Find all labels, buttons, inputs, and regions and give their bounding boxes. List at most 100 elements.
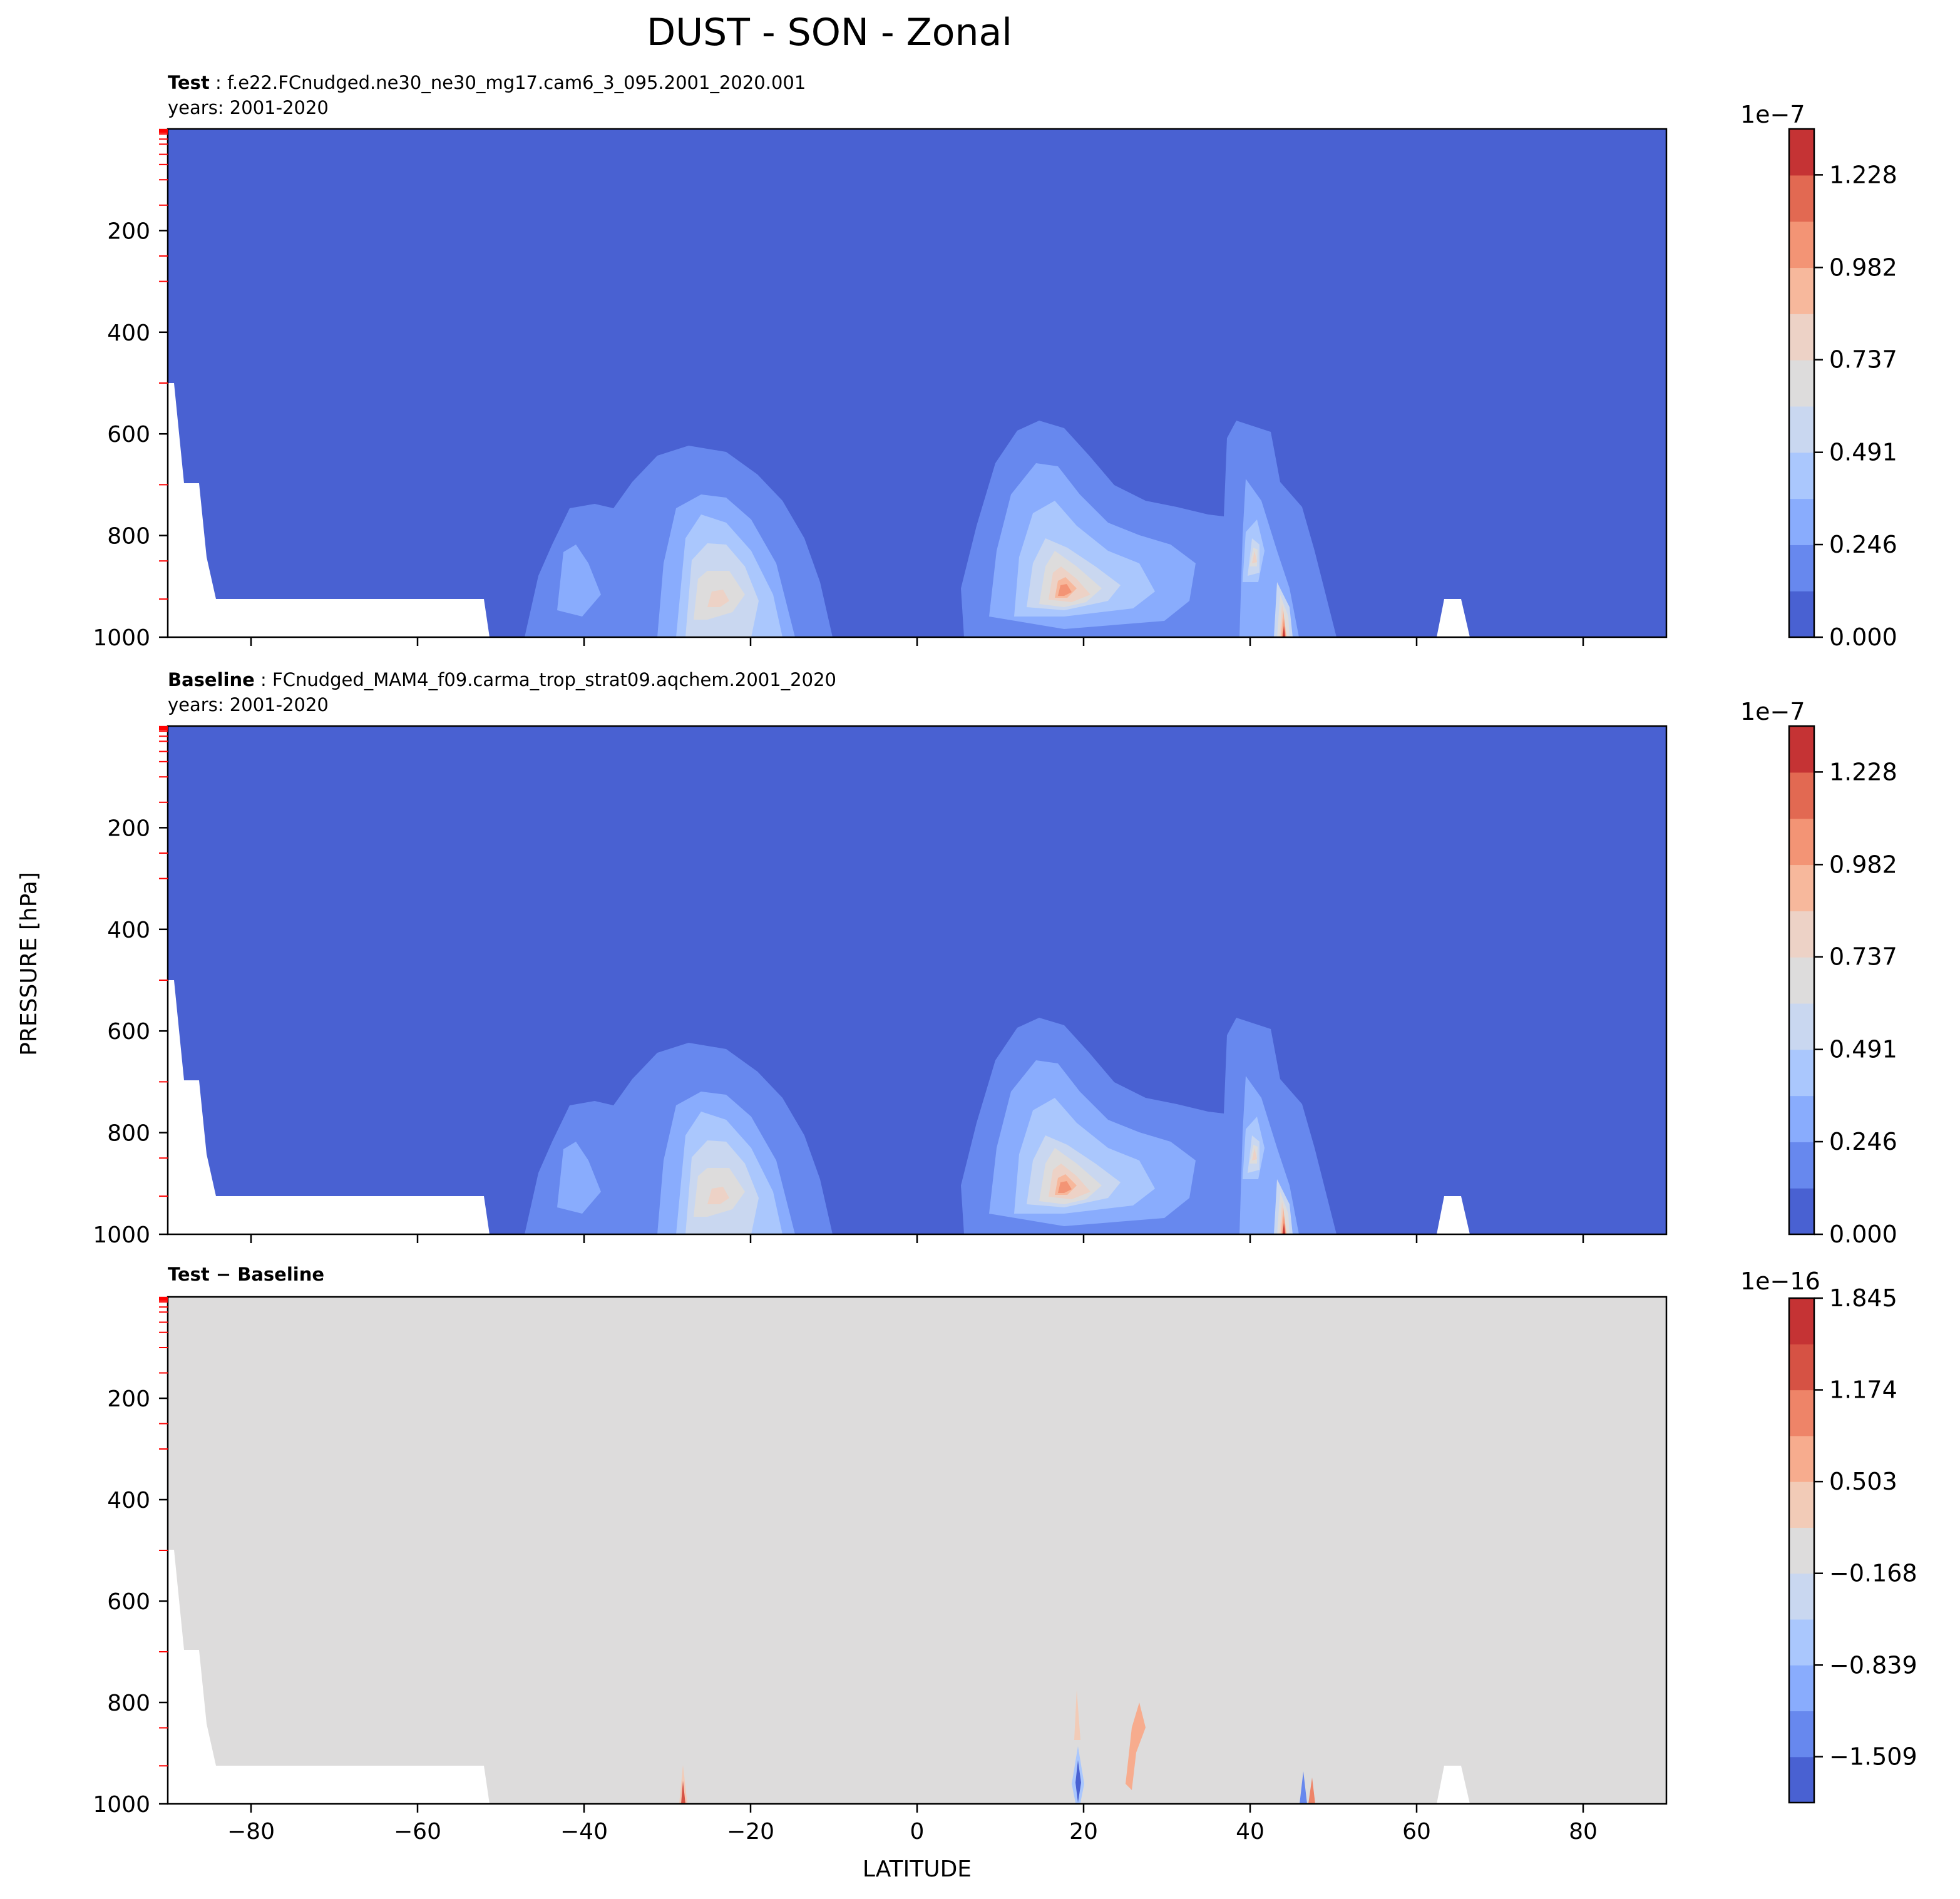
plot-area-baseline bbox=[168, 726, 1666, 1234]
colorbar-exponent-difference: 1e−16 bbox=[1740, 1267, 1820, 1295]
y-tick-label: 800 bbox=[107, 1691, 150, 1716]
colorbar-band bbox=[1789, 360, 1814, 407]
colorbar-baseline: 0.000 0.246 0.491 0.737 0.982 1.228 bbox=[1788, 725, 1897, 1248]
y-tick-label: 200 bbox=[107, 218, 150, 244]
colorbar-exponent-baseline: 1e−7 bbox=[1740, 698, 1805, 725]
x-tick-label: −80 bbox=[227, 1819, 275, 1845]
colorbar-band bbox=[1789, 864, 1814, 911]
x-tick-label: −60 bbox=[394, 1819, 441, 1845]
colorbar-tick-label: 0.737 bbox=[1829, 943, 1897, 971]
colorbar-band bbox=[1789, 1188, 1814, 1235]
colorbar-band bbox=[1789, 1344, 1814, 1391]
missing-data-mask bbox=[168, 1550, 1470, 1804]
panel-baseline-label-case: : FCnudged_MAM4_f09.carma_trop_strat09.a… bbox=[255, 669, 836, 690]
colorbar-tick-label: 1.174 bbox=[1829, 1376, 1897, 1404]
colorbar-test: 0.000 0.246 0.491 0.737 0.982 1.228 bbox=[1788, 128, 1897, 651]
colorbar-band bbox=[1789, 1049, 1814, 1097]
y-tick-label: 1000 bbox=[93, 1792, 150, 1818]
contour-background bbox=[168, 1297, 1666, 1804]
y-tick-label: 800 bbox=[107, 1121, 150, 1147]
diff-feature-positive-48n bbox=[1308, 1778, 1315, 1804]
colorbar-band bbox=[1789, 314, 1814, 361]
colorbar-tick-label: 0.982 bbox=[1829, 253, 1897, 281]
panel-baseline-label: Baseline : FCnudged_MAM4_f09.carma_trop_… bbox=[168, 669, 836, 690]
colorbar-band bbox=[1789, 911, 1814, 958]
colorbar-tick-label: −1.509 bbox=[1829, 1743, 1917, 1771]
contour-band-9 bbox=[1283, 626, 1285, 637]
colorbar-tick-label: 0.982 bbox=[1829, 851, 1897, 878]
y-tick-label: 200 bbox=[107, 816, 150, 841]
contour-band-3 bbox=[676, 501, 1265, 637]
colorbar-tick-label: 1.845 bbox=[1829, 1284, 1897, 1312]
panel-test-label: Test : f.e22.FCnudged.ne30_ne30_mg17.cam… bbox=[168, 72, 806, 93]
plot-area-test bbox=[168, 129, 1666, 637]
x-tick-label: 40 bbox=[1236, 1819, 1265, 1845]
colorbar-band bbox=[1789, 498, 1814, 545]
axis-test: 200 400 600 800 1000 bbox=[93, 128, 1584, 651]
colorbar-tick-label: 1.228 bbox=[1829, 161, 1897, 188]
colorbar-tick-label: −0.168 bbox=[1829, 1560, 1917, 1587]
missing-data-mask bbox=[168, 383, 1470, 637]
colorbar-band bbox=[1789, 1482, 1814, 1528]
colorbar-band bbox=[1789, 406, 1814, 453]
colorbar-band bbox=[1789, 726, 1814, 773]
colorbar-band bbox=[1789, 129, 1814, 176]
colorbar-frame bbox=[1788, 725, 1815, 1236]
panel-test-label-bold: Test bbox=[168, 72, 210, 93]
colorbar-tick-label: 0.491 bbox=[1829, 1036, 1897, 1063]
colorbar-tick-label: 0.246 bbox=[1829, 531, 1897, 558]
colorbar-tick-label: 0.000 bbox=[1829, 1221, 1897, 1248]
y-tick-label: 400 bbox=[107, 320, 150, 346]
y-tick-label: 200 bbox=[107, 1386, 150, 1412]
x-tick-label: −40 bbox=[560, 1819, 608, 1845]
colorbar-band bbox=[1789, 1095, 1814, 1142]
y-axis-label: PRESSURE [hPa] bbox=[16, 872, 42, 1056]
x-axis-label: LATITUDE bbox=[863, 1856, 972, 1882]
colorbar-band bbox=[1789, 1619, 1814, 1666]
figure-title: DUST - SON - Zonal bbox=[647, 11, 1012, 54]
contour-band-3 bbox=[676, 1098, 1265, 1234]
diff-feature-positive-sh-core bbox=[681, 1781, 685, 1804]
panel-test-years: years: 2001-2020 bbox=[168, 97, 329, 118]
y-tick-label: 1000 bbox=[93, 625, 150, 651]
diff-feature-positive-18n bbox=[1074, 1690, 1080, 1740]
colorbar-band bbox=[1789, 221, 1814, 269]
colorbar-band bbox=[1789, 772, 1814, 819]
colorbar-difference: −1.509 −0.839 −0.168 0.503 1.174 1.845 bbox=[1788, 1284, 1917, 1804]
colorbar-band bbox=[1789, 818, 1814, 866]
diff-feature-positive-26n bbox=[1126, 1702, 1146, 1790]
contour-band-4 bbox=[685, 538, 1293, 637]
colorbar-band bbox=[1789, 1390, 1814, 1436]
colorbar-band bbox=[1789, 1711, 1814, 1758]
contour-background bbox=[168, 129, 1666, 637]
colorbar-tick-label: 0.737 bbox=[1829, 346, 1897, 374]
colorbar-band bbox=[1789, 957, 1814, 1004]
colorbar-tick-label: −0.839 bbox=[1829, 1651, 1917, 1679]
x-tick-label: 0 bbox=[910, 1819, 925, 1845]
contour-band-9 bbox=[1283, 1223, 1285, 1234]
x-tick-label: 20 bbox=[1069, 1819, 1098, 1845]
colorbar-band bbox=[1789, 545, 1814, 591]
colorbar-tick-label: 1.228 bbox=[1829, 758, 1897, 786]
contour-background bbox=[168, 726, 1666, 1234]
diff-feature-negative-20n-core bbox=[1075, 1760, 1081, 1803]
y-tick-label: 600 bbox=[107, 1589, 150, 1615]
panel-test-label-case: : f.e22.FCnudged.ne30_ne30_mg17.cam6_3_0… bbox=[210, 72, 806, 93]
colorbar-band bbox=[1789, 1665, 1814, 1712]
panel-baseline-years: years: 2001-2020 bbox=[168, 694, 329, 715]
x-tick-label: 80 bbox=[1569, 1819, 1598, 1845]
axis-baseline: 200 400 600 800 1000 bbox=[93, 725, 1584, 1248]
y-tick-label: 600 bbox=[107, 422, 150, 448]
colorbar-band bbox=[1789, 1435, 1814, 1482]
y-tick-label: 400 bbox=[107, 1488, 150, 1513]
colorbar-band bbox=[1789, 1003, 1814, 1050]
colorbar-tick-label: 0.503 bbox=[1829, 1468, 1897, 1495]
panel-test: Test : f.e22.FCnudged.ne30_ne30_mg17.cam… bbox=[93, 72, 1897, 651]
axis-difference: −80 −60 −40 −20 0 20 40 60 80 200 400 600 800 1000 bbox=[93, 1296, 1598, 1845]
panel-baseline: Baseline : FCnudged_MAM4_f09.carma_trop_… bbox=[93, 669, 1897, 1248]
colorbar-tick-label: 0.491 bbox=[1829, 439, 1897, 466]
x-tick-label: −20 bbox=[727, 1819, 774, 1845]
panel-baseline-label-bold: Baseline bbox=[168, 669, 255, 690]
colorbar-band bbox=[1789, 1527, 1814, 1574]
